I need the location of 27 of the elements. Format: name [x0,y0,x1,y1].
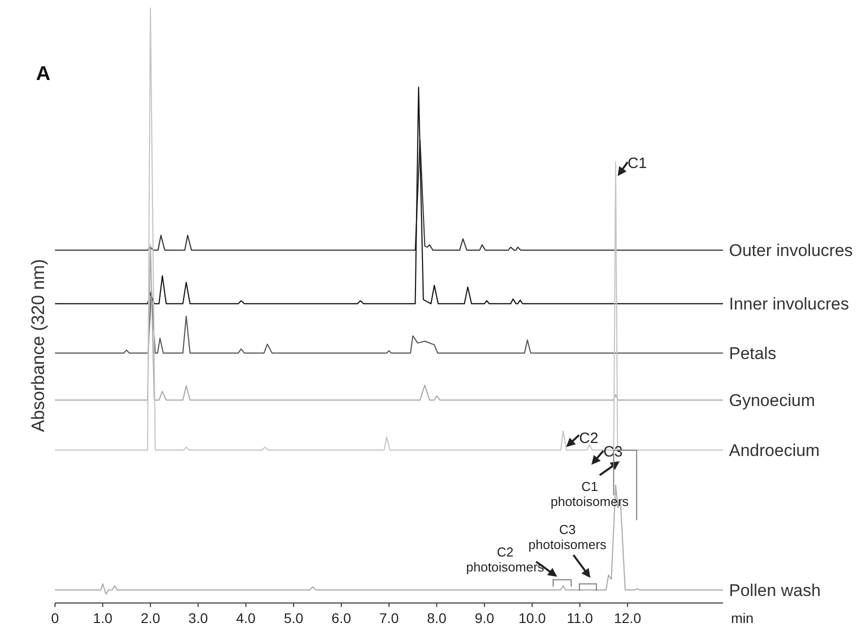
series-label: Gynoecium [729,391,815,410]
x-tick-label: 6.0 [332,610,352,626]
x-tick-label: 9.0 [474,610,494,626]
x-tick-label: 0 [51,610,60,626]
series-label: Pollen wash [729,580,821,600]
annotation: C1 photoisomers [550,479,630,510]
x-tick-label: 8.0 [426,610,447,626]
series-label: Outer involucres [729,241,853,260]
x-tick-label: 1.0 [92,610,113,626]
x-tick-label: 3.0 [188,610,208,626]
x-tick-label: 7.0 [379,610,399,626]
annotation: C2 [579,430,598,448]
x-axis-title: min [731,610,754,626]
x-tick-label: 2.0 [140,610,160,626]
series-label: Androecium [729,441,820,460]
text: A [36,63,50,85]
x-tick-label: 5.0 [284,610,304,626]
x-tick-label: 12.0 [614,610,642,626]
x-tick-label: 11.0 [566,610,594,626]
y-axis-title: Absorbance (320 nm) [28,258,48,432]
x-tick-label: 10.0 [518,610,546,626]
annotation: C3 [603,444,623,461]
annotation: C3 photoisomers [528,522,607,552]
annotation: C1 [628,155,647,172]
series-label: Inner involucres [729,294,850,314]
series-label: Petals [729,344,776,364]
x-tick-label: 4.0 [236,610,256,626]
